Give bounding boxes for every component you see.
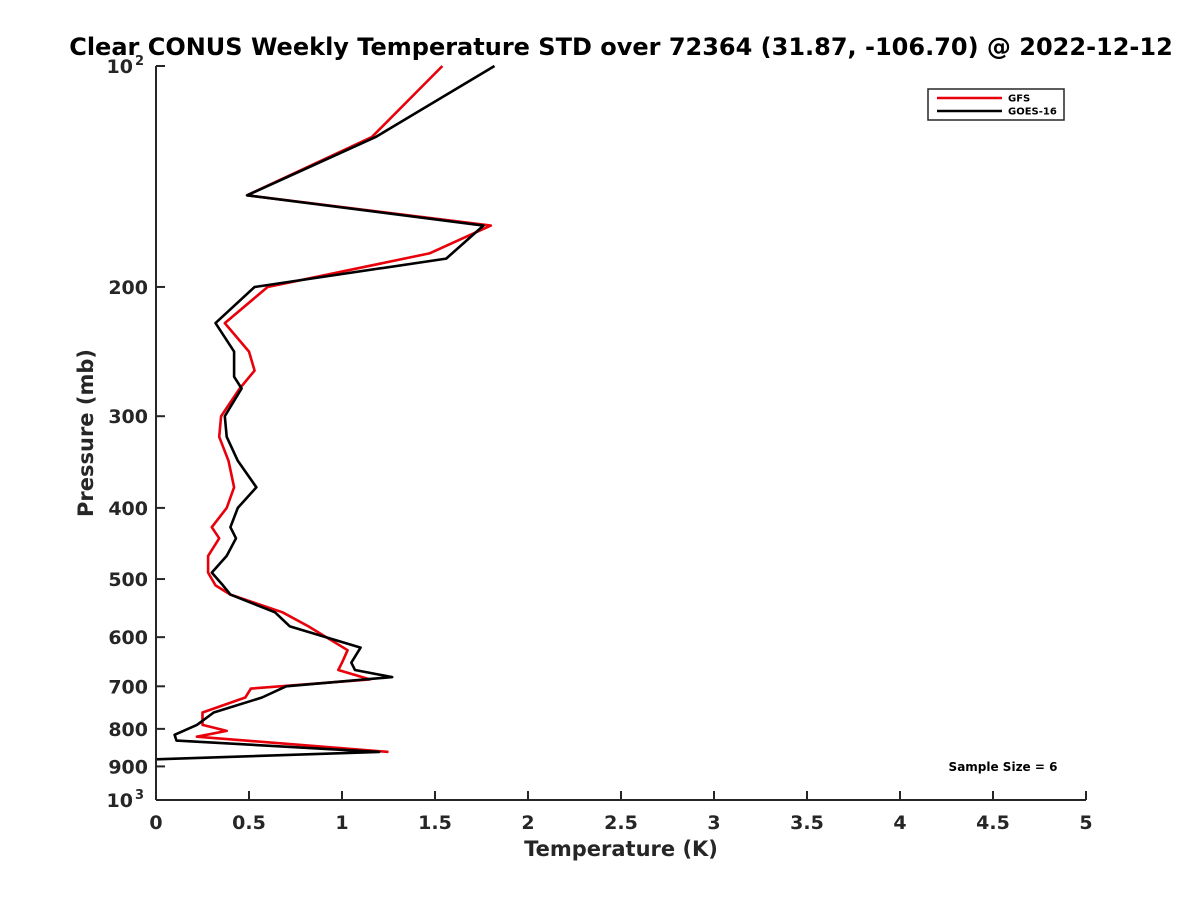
y-tick-label: 10 (107, 790, 133, 812)
legend-box (927, 88, 1065, 121)
sample-size-annotation: Sample Size = 6 (949, 760, 1058, 774)
y-tick-label: 800 (108, 719, 148, 741)
x-axis-ticks: 0 0.5 1 1.5 2 2.5 3 3.5 4 4.5 5 (149, 791, 1093, 834)
y-tick-exponent: 2 (135, 54, 144, 69)
x-tick-label: 2 (521, 812, 534, 834)
x-tick-label: 2.5 (604, 812, 638, 834)
legend: GFS GOES-16 (927, 88, 1065, 121)
x-tick-label: 0 (149, 812, 162, 834)
legend-label-gfs: GFS (1008, 94, 1030, 105)
series-line-goes16 (155, 64, 496, 761)
y-tick-label: 10 (107, 56, 133, 78)
x-tick-label: 0.5 (232, 812, 266, 834)
plot-area: 0 0.5 1 1.5 2 2.5 3 3.5 4 4.5 5 10 2200300400500600… (107, 54, 1093, 834)
y-tick-exponent: 3 (135, 788, 144, 803)
y-tick-label: 300 (108, 406, 148, 428)
series-line-gfs (195, 65, 493, 754)
y-tick-label: 600 (108, 627, 148, 649)
x-tick-label: 1 (335, 812, 348, 834)
y-axis-label: Pressure (mb) (74, 349, 98, 517)
x-tick-label: 3.5 (790, 812, 824, 834)
legend-label-goes16: GOES-16 (1008, 107, 1057, 118)
x-tick-label: 4 (893, 812, 906, 834)
series-layer (155, 64, 496, 761)
y-tick-label: 400 (108, 498, 148, 520)
x-tick-label: 4.5 (976, 812, 1010, 834)
chart-title: Clear CONUS Weekly Temperature STD over … (69, 33, 1173, 61)
x-axis-label: Temperature (K) (524, 837, 718, 861)
y-tick-label: 500 (108, 569, 148, 591)
y-tick-label: 200 (108, 277, 148, 299)
x-tick-label: 3 (707, 812, 720, 834)
x-tick-label: 1.5 (418, 812, 452, 834)
x-tick-label: 5 (1079, 812, 1092, 834)
y-tick-label: 700 (108, 676, 148, 698)
y-tick-label: 900 (108, 756, 148, 778)
